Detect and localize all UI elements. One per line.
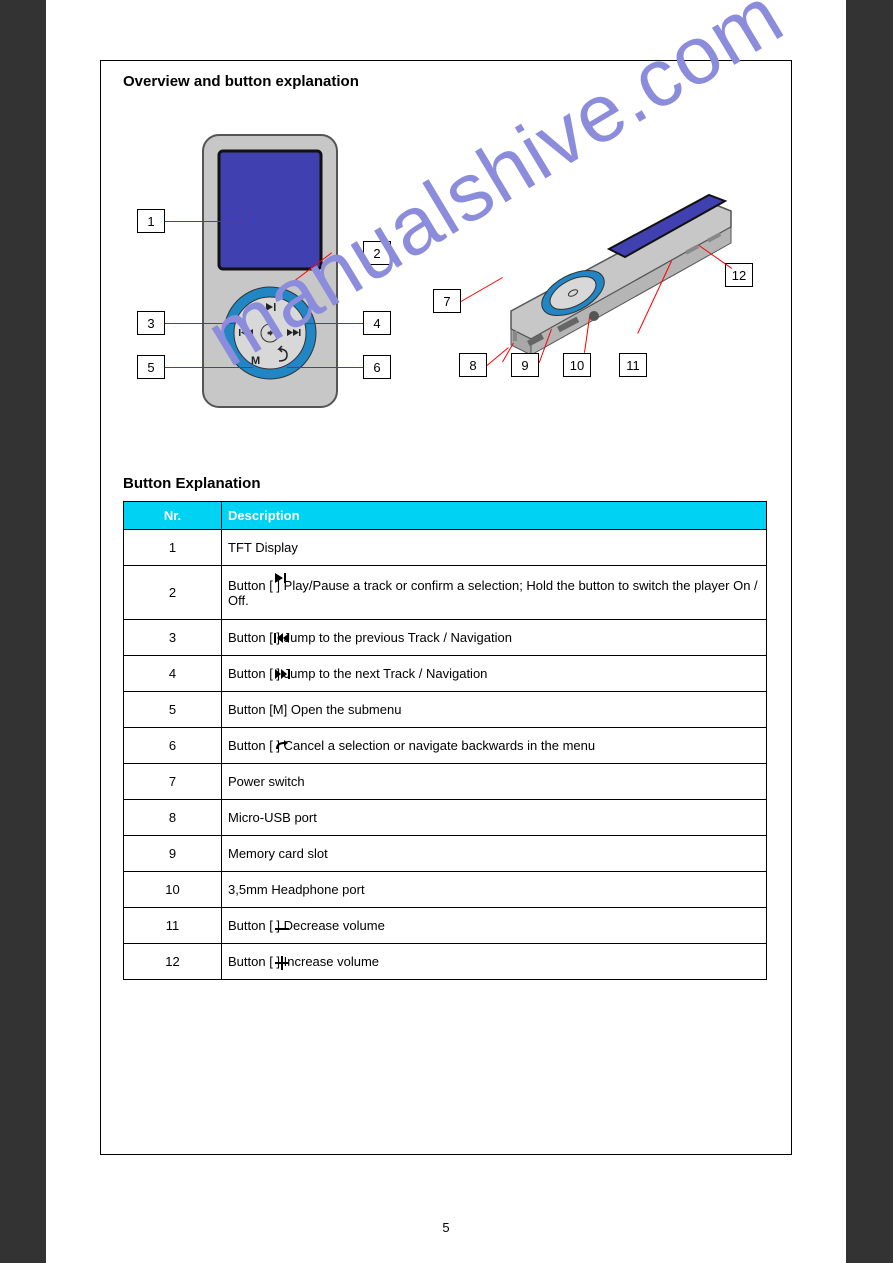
- col-header-nr: Nr.: [124, 502, 222, 530]
- cell-nr: 10: [124, 872, 222, 908]
- callout-10: 10: [563, 353, 591, 377]
- section-title: Overview and button explanation: [123, 73, 359, 90]
- table-row: 103,5mm Headphone port: [124, 872, 767, 908]
- callout-8: 8: [459, 353, 487, 377]
- button-icon: [274, 739, 290, 757]
- page-number: 5: [46, 1220, 846, 1235]
- table-row: 3Button [ ] Jump to the previous Track /…: [124, 620, 767, 656]
- leader: [165, 323, 235, 324]
- cell-nr: 2: [124, 566, 222, 620]
- cell-nr: 1: [124, 530, 222, 566]
- cell-nr: 3: [124, 620, 222, 656]
- cell-nr: 7: [124, 764, 222, 800]
- table-body: 1TFT Display2Button [ ] Play/Pause a tra…: [124, 530, 767, 980]
- cell-desc: Memory card slot: [222, 836, 767, 872]
- table-row: 6Button [ ] Cancel a selection or naviga…: [124, 728, 767, 764]
- cell-desc: Button [ ] Jump to the previous Track / …: [222, 620, 767, 656]
- cell-desc: Power switch: [222, 764, 767, 800]
- table-row: 11Button [ ] Decrease volume: [124, 908, 767, 944]
- leader: [301, 323, 363, 324]
- button-icon: [274, 571, 288, 588]
- svg-text:M: M: [251, 355, 260, 367]
- leader: [165, 221, 255, 222]
- cell-desc: Button [ ] Jump to the next Track / Navi…: [222, 656, 767, 692]
- device-front-diagram: M: [201, 133, 341, 413]
- callout-1: 1: [137, 209, 165, 233]
- cell-desc: 3,5mm Headphone port: [222, 872, 767, 908]
- cell-desc: Micro-USB port: [222, 800, 767, 836]
- cell-desc: Button [ ] Decrease volume: [222, 908, 767, 944]
- callout-5: 5: [137, 355, 165, 379]
- table-row: 2Button [ ] Play/Pause a track or confir…: [124, 566, 767, 620]
- cell-desc: Button [ ] Increase volume: [222, 944, 767, 980]
- subtitle: Button Explanation: [123, 475, 261, 492]
- table-row: 12Button [ ] Increase volume: [124, 944, 767, 980]
- callout-11: 11: [619, 353, 647, 377]
- cell-nr: 4: [124, 656, 222, 692]
- device-side-diagram: [431, 171, 751, 381]
- cell-desc: TFT Display: [222, 530, 767, 566]
- callout-3: 3: [137, 311, 165, 335]
- cell-nr: 12: [124, 944, 222, 980]
- cell-desc: Button [ ] Play/Pause a track or confirm…: [222, 566, 767, 620]
- table-row: 1TFT Display: [124, 530, 767, 566]
- table-row: 4Button [ ] Jump to the next Track / Nav…: [124, 656, 767, 692]
- manual-page: Overview and button explanation M: [46, 0, 846, 1263]
- leader: [165, 367, 253, 368]
- cell-nr: 8: [124, 800, 222, 836]
- table-row: 9Memory card slot: [124, 836, 767, 872]
- button-icon: [274, 919, 290, 936]
- content-frame: Overview and button explanation M: [100, 60, 792, 1155]
- callout-7: 7: [433, 289, 461, 313]
- cell-nr: 5: [124, 692, 222, 728]
- cell-desc: Button [M] Open the submenu: [222, 692, 767, 728]
- cell-nr: 9: [124, 836, 222, 872]
- cell-nr: 11: [124, 908, 222, 944]
- callout-9: 9: [511, 353, 539, 377]
- button-icon: [274, 955, 290, 975]
- table-row: 8Micro-USB port: [124, 800, 767, 836]
- callout-6: 6: [363, 355, 391, 379]
- cell-nr: 6: [124, 728, 222, 764]
- callout-2: 2: [363, 241, 391, 265]
- parts-table: Nr. Description 1TFT Display2Button [ ] …: [123, 501, 767, 980]
- callout-4: 4: [363, 311, 391, 335]
- cell-desc: Button [ ] Cancel a selection or navigat…: [222, 728, 767, 764]
- table-row: 7Power switch: [124, 764, 767, 800]
- table-row: 5Button [M] Open the submenu: [124, 692, 767, 728]
- button-icon: [274, 667, 290, 684]
- button-icon: [274, 631, 290, 648]
- leader: [287, 367, 363, 368]
- col-header-desc: Description: [222, 502, 767, 530]
